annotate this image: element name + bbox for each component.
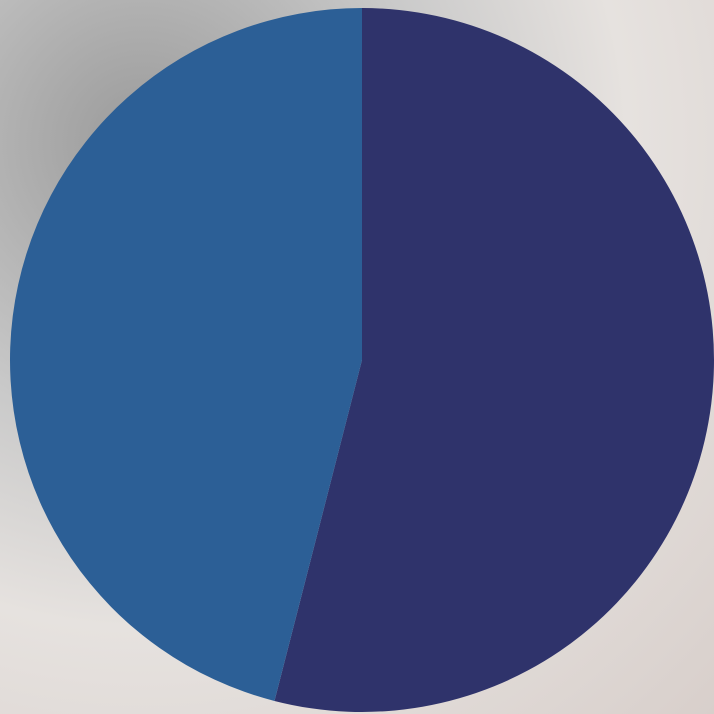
pie-slice [9,8,363,701]
pie-slice [274,8,714,712]
